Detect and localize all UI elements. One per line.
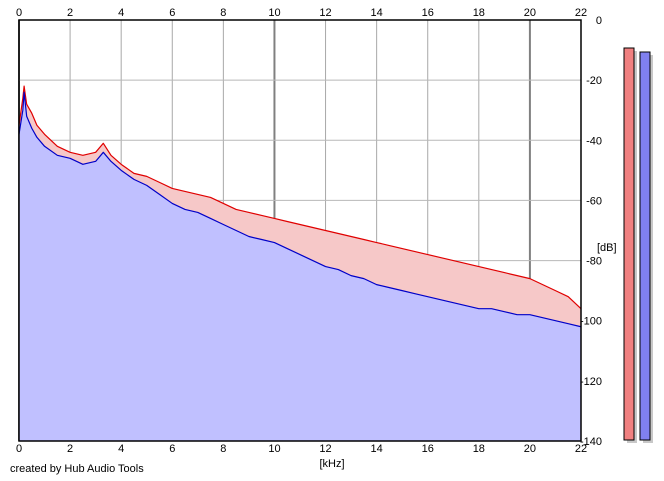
- x-axis-label: [kHz]: [319, 458, 344, 470]
- series-1-area: [19, 92, 581, 442]
- x-tick-label-top: 10: [268, 7, 280, 19]
- x-tick-label-top: 12: [319, 7, 331, 19]
- y-tick-label: -40: [586, 135, 602, 147]
- x-tick-label-bottom: 2: [67, 443, 73, 455]
- y-tick-labels: 0 -20 -40 -60 -80 -100 -120 -140: [580, 15, 602, 448]
- y-tick-label: -120: [580, 376, 602, 388]
- y-tick-label: -60: [586, 195, 602, 207]
- x-tick-label-top: 0: [16, 7, 22, 19]
- x-tick-label-bottom: 22: [575, 443, 587, 455]
- meter-1-level: [640, 52, 650, 440]
- series-1-line: [18, 91, 582, 328]
- series-0-line: [18, 85, 582, 310]
- x-tick-label-bottom: 0: [16, 443, 22, 455]
- x-tick-label-top: 14: [371, 7, 383, 19]
- x-tick-label-top: 16: [422, 7, 434, 19]
- plot-frame: [18, 19, 582, 442]
- y-tick-label: -100: [580, 316, 602, 328]
- x-tick-label-top: 2: [67, 7, 73, 19]
- x-tick-label-bottom: 18: [473, 443, 485, 455]
- x-tick-label-bottom: 14: [371, 443, 383, 455]
- y-tick-label: -80: [586, 256, 602, 268]
- y-axis-label: [dB]: [597, 242, 617, 254]
- x-tick-label-bottom: 20: [524, 443, 536, 455]
- y-tick-label: -20: [586, 75, 602, 87]
- x-tick-label-bottom: 16: [422, 443, 434, 455]
- x-tick-label-bottom: 10: [268, 443, 280, 455]
- plot-border: [18, 19, 582, 442]
- y-tick-label: -140: [580, 436, 602, 448]
- x-tick-label-top: 18: [473, 7, 485, 19]
- series-layer: [18, 85, 582, 442]
- y-tick-label: 0: [596, 15, 602, 27]
- x-tick-labels-top: 0 2 4 6 8 10 12 14 16 18 20 22: [16, 7, 587, 19]
- x-tick-label-top: 8: [220, 7, 226, 19]
- x-tick-label-bottom: 6: [169, 443, 175, 455]
- x-tick-labels-bottom: 0 2 4 6 8 10 12 14 16 18 20 22: [16, 443, 587, 455]
- credit-text: created by Hub Audio Tools: [10, 463, 144, 475]
- x-tick-label-bottom: 4: [118, 443, 124, 455]
- x-tick-label-top: 20: [524, 7, 536, 19]
- level-meters: [623, 47, 653, 443]
- x-tick-label-top: 22: [575, 7, 587, 19]
- meter-0-level: [624, 48, 634, 440]
- x-tick-label-top: 4: [118, 7, 124, 19]
- x-tick-label-bottom: 12: [319, 443, 331, 455]
- x-tick-label-top: 6: [169, 7, 175, 19]
- x-tick-label-bottom: 8: [220, 443, 226, 455]
